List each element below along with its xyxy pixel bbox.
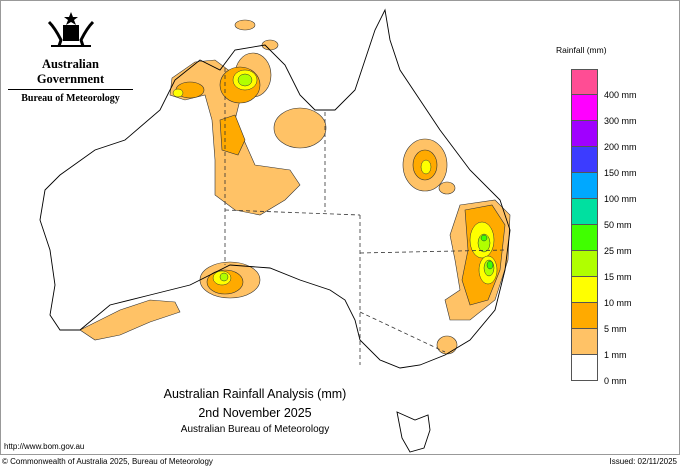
legend-label: 15 mm: [604, 272, 632, 282]
rain-1mm: [79, 19, 511, 355]
legend-label: 300 mm: [604, 116, 637, 126]
legend-label: 150 mm: [604, 168, 637, 178]
state-borders: [224, 68, 506, 365]
legend-swatch: [571, 329, 598, 355]
legend-swatch: [571, 355, 598, 381]
legend-swatch: [571, 251, 598, 277]
map-title: Australian Rainfall Analysis (mm): [163, 387, 347, 401]
rain-25mm: [480, 234, 494, 270]
legend-swatch: [571, 277, 598, 303]
legend-swatch: [571, 173, 598, 199]
legend-label: 200 mm: [604, 142, 637, 152]
legend-label: 25 mm: [604, 246, 632, 256]
legend-swatch: [571, 121, 598, 147]
legend-label: 100 mm: [604, 194, 637, 204]
legend-label: 5 mm: [604, 324, 627, 334]
government-name: Australian Government: [8, 57, 133, 90]
legend-swatch: [571, 147, 598, 173]
legend-label: 400 mm: [604, 90, 637, 100]
australia-coastline: [39, 8, 511, 369]
coat-of-arms-icon: [47, 12, 94, 47]
government-logo: Australian Government Bureau of Meteorol…: [8, 10, 133, 104]
legend-label: 10 mm: [604, 298, 632, 308]
tasmania-coastline: [396, 411, 431, 453]
legend-swatch: [571, 95, 598, 121]
map-date: 2nd November 2025: [198, 406, 312, 420]
legend-swatch: [571, 69, 598, 95]
map-source: Australian Bureau of Meteorology: [180, 424, 330, 435]
legend-swatch: [571, 303, 598, 329]
legend-label: 50 mm: [604, 220, 632, 230]
legend-label: 1 mm: [604, 350, 627, 360]
copyright: © Commonwealth of Australia 2025, Bureau…: [2, 457, 213, 466]
legend-swatch: [571, 225, 598, 251]
agency-name: Bureau of Meteorology: [21, 93, 120, 104]
issued-date: Issued: 02/11/2025: [609, 457, 677, 466]
website-link[interactable]: http://www.bom.gov.au: [4, 442, 85, 451]
legend-title: Rainfall (mm): [556, 45, 607, 55]
legend-swatches: [571, 69, 598, 381]
legend-label: 0 mm: [604, 376, 627, 386]
legend-swatch: [571, 199, 598, 225]
australia-map: [39, 8, 511, 453]
